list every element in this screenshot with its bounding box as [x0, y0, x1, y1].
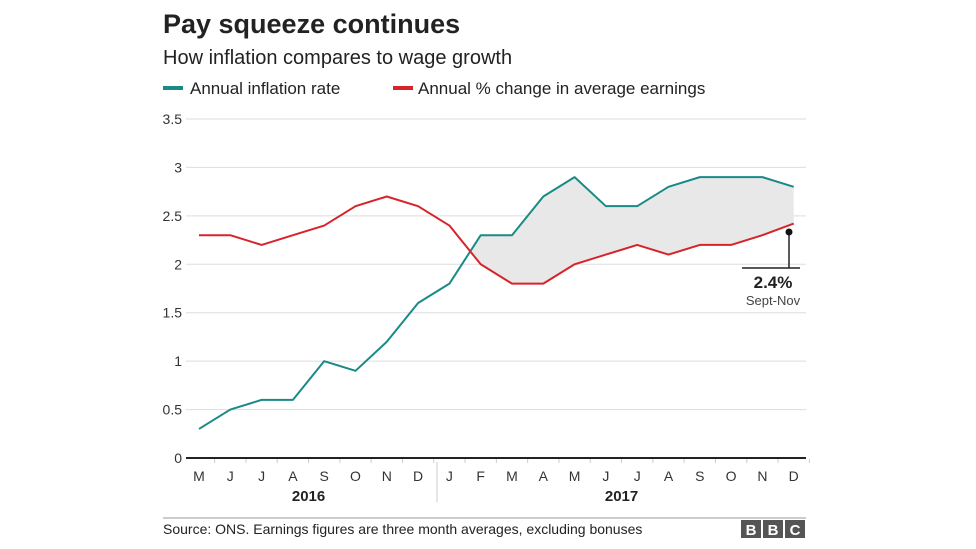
year-label: 2017	[605, 488, 638, 505]
y-tick-label: 1.5	[163, 305, 183, 321]
annotation-value: 2.4%	[754, 273, 793, 292]
x-tick-label: J	[634, 468, 641, 484]
annotation-dot	[785, 228, 793, 236]
series-line-1	[199, 195, 795, 285]
x-tick-label: D	[413, 468, 423, 484]
bbc-logo: B B C	[741, 520, 805, 539]
y-tick-label: 1	[174, 353, 182, 369]
x-tick-label: J	[227, 468, 234, 484]
gap-area	[470, 177, 794, 284]
series-line-0	[198, 176, 794, 430]
y-tick-label: 0	[174, 450, 182, 466]
legend-label-earnings: Annual % change in average earnings	[418, 79, 705, 98]
svg-text:C: C	[790, 522, 801, 539]
chart-title: Pay squeeze continues	[163, 9, 460, 39]
x-tick-label: O	[726, 468, 737, 484]
year-label: 2016	[292, 488, 325, 505]
x-tick-label: N	[382, 468, 392, 484]
x-tick-label: J	[602, 468, 609, 484]
svg-text:B: B	[768, 522, 779, 539]
x-tick-label: M	[193, 468, 205, 484]
y-tick-label: 2	[174, 256, 182, 272]
legend-label-inflation: Annual inflation rate	[190, 79, 340, 98]
y-tick-label: 0.5	[163, 402, 183, 418]
source-note: Source: ONS. Earnings figures are three …	[163, 521, 642, 537]
chart-subtitle: How inflation compares to wage growth	[163, 47, 512, 69]
annotation-label: Sept-Nov	[746, 293, 801, 308]
x-tick-label: N	[757, 468, 767, 484]
x-tick-label: A	[664, 468, 674, 484]
x-tick-label: D	[789, 468, 799, 484]
x-tick-label: J	[258, 468, 265, 484]
x-tick-label: F	[476, 468, 485, 484]
x-tick-label: S	[320, 468, 329, 484]
y-tick-label: 3.5	[163, 111, 183, 127]
x-tick-label: A	[539, 468, 549, 484]
x-tick-label: M	[569, 468, 581, 484]
y-tick-label: 2.5	[163, 208, 183, 224]
legend-swatch-earnings	[393, 86, 413, 90]
x-tick-label: J	[446, 468, 453, 484]
x-tick-label: O	[350, 468, 361, 484]
x-tick-label: M	[506, 468, 518, 484]
legend-swatch-inflation	[163, 86, 183, 90]
x-tick-label: A	[288, 468, 298, 484]
annotation: 2.4% Sept-Nov	[742, 228, 801, 308]
svg-text:B: B	[746, 522, 757, 539]
y-tick-label: 3	[174, 159, 182, 175]
x-tick-label: S	[695, 468, 704, 484]
